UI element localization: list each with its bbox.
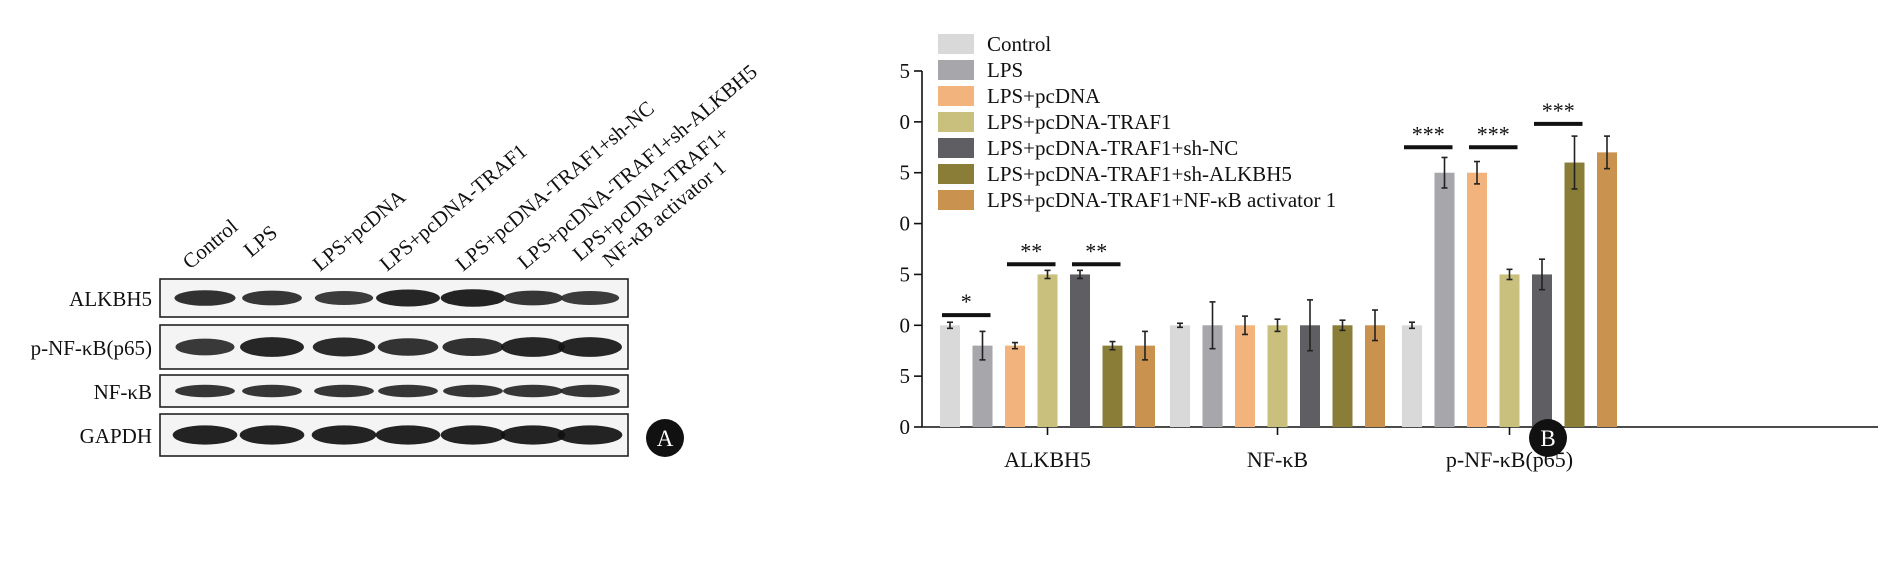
blot-band (500, 425, 566, 445)
y-tick-label: 1.0 (900, 313, 910, 337)
blot-band (174, 290, 236, 306)
bar (1499, 274, 1520, 427)
bar (1235, 325, 1255, 427)
legend-label: LPS+pcDNA-TRAF1 (987, 110, 1172, 134)
bar (1005, 345, 1025, 427)
legend-swatch (938, 190, 974, 210)
blot-band (311, 425, 377, 445)
bar (1267, 325, 1288, 427)
blot-band (376, 289, 440, 307)
bar (1365, 325, 1385, 427)
blot-band (314, 384, 374, 398)
legend-swatch (938, 34, 974, 54)
legend-swatch (938, 112, 974, 132)
panel-label-badge (1529, 419, 1567, 457)
bar (1564, 162, 1585, 428)
legend-swatch (938, 138, 974, 158)
blot-band (503, 290, 563, 306)
significance-label: * (961, 289, 972, 314)
bar (1102, 345, 1123, 427)
bar (1532, 274, 1552, 427)
blot-band (312, 337, 376, 357)
bar (1467, 172, 1487, 427)
blot-row-label: GAPDH (80, 424, 152, 448)
significance-label: *** (1412, 121, 1445, 146)
blot-band (442, 337, 504, 357)
bar (1300, 325, 1320, 427)
blot-band (377, 338, 439, 356)
blot-band (557, 425, 623, 445)
bar (1170, 325, 1190, 427)
blot-band (175, 384, 235, 398)
y-tick-label: 0.5 (900, 364, 910, 388)
legend-swatch (938, 164, 974, 184)
blot-band (558, 337, 622, 357)
y-tick-label: 1.5 (900, 262, 910, 286)
blot-row-label: p-NF-κB(p65) (31, 336, 152, 360)
bar (1135, 345, 1155, 427)
blot-band (440, 289, 506, 307)
bar (1332, 325, 1353, 427)
blot-band (440, 425, 506, 445)
blot-band (560, 290, 620, 306)
y-tick-label: 3.0 (900, 110, 910, 134)
y-tick-label: 2.5 (900, 161, 910, 185)
blot-band (242, 290, 302, 306)
legend-label: LPS+pcDNA-TRAF1+sh-ALKBH5 (987, 162, 1292, 186)
panel-label-text: A (657, 426, 674, 451)
blot-band (314, 290, 374, 306)
x-tick-label: NF-κB (1247, 447, 1308, 472)
y-tick-label: 2.0 (900, 212, 910, 236)
legend-label: LPS+pcDNA (987, 84, 1101, 108)
blot-band (242, 384, 302, 398)
panel-label-badge (646, 419, 684, 457)
blot-band (501, 337, 565, 357)
blot-row-label: NF-κB (94, 380, 152, 404)
legend-label: LPS (987, 58, 1023, 82)
bar (940, 325, 960, 427)
y-tick-label: 0.0 (900, 415, 910, 439)
bar-chart: 0.00.51.01.52.02.53.03.5The expression o… (813, 32, 1878, 472)
blot-row-label: ALKBH5 (69, 287, 152, 311)
lane-label: LPS (239, 220, 282, 262)
legend-label: LPS+pcDNA-TRAF1+sh-NC (987, 136, 1238, 160)
legend-swatch (938, 86, 974, 106)
x-tick-label: ALKBH5 (1004, 447, 1091, 472)
blot-band (240, 337, 304, 357)
blot-band (443, 384, 503, 398)
bar (1202, 325, 1223, 427)
legend-label: LPS+pcDNA-TRAF1+NF-κB activator 1 (987, 188, 1336, 212)
bar-chart-panel: 0.00.51.01.52.02.53.03.5The expression o… (813, 0, 1885, 567)
blot-band (560, 384, 620, 398)
bar (1597, 152, 1617, 427)
blot-band (378, 384, 438, 398)
bar (1434, 172, 1455, 427)
blot-band (172, 425, 238, 445)
blot-band (239, 425, 305, 445)
blot-band (175, 338, 235, 356)
bar (1070, 274, 1090, 427)
significance-label: *** (1542, 98, 1575, 123)
bar (972, 345, 993, 427)
panel-label-text: B (1540, 426, 1555, 451)
legend-label: Control (987, 32, 1051, 56)
significance-label: ** (1085, 238, 1107, 263)
bar (1402, 325, 1422, 427)
blot-band (375, 425, 441, 445)
blot-band (503, 384, 563, 398)
significance-label: ** (1020, 238, 1042, 263)
lane-label: Control (178, 214, 243, 274)
western-blot-panel: Control LPS LPS+pcDNA LPS+pcDNA-TRAF1 LPS+pc… (0, 0, 900, 567)
significance-label: *** (1477, 121, 1510, 146)
y-tick-label: 3.5 (900, 59, 910, 83)
legend-swatch (938, 60, 974, 80)
bar (1037, 274, 1058, 427)
